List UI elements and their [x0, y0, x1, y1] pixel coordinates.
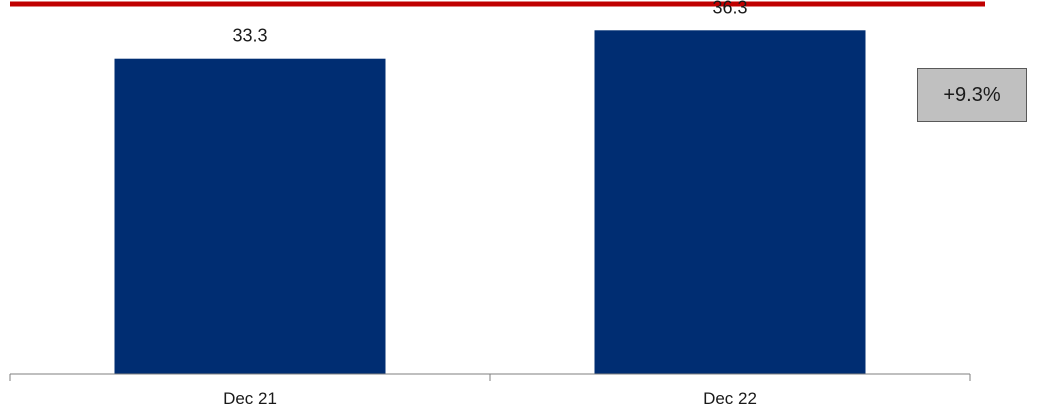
x-tick-label: Dec 22: [703, 389, 757, 408]
bars-group: [114, 30, 866, 374]
x-tick-label: Dec 21: [223, 389, 277, 408]
x-axis-ticks-group: Dec 21 Dec 22: [9, 374, 971, 408]
data-label: 33.3: [232, 26, 267, 46]
bar: [114, 58, 386, 374]
change-label: +9.3%: [943, 83, 1001, 106]
data-label: 36.3: [712, 0, 747, 17]
bar: [594, 30, 866, 374]
data-labels-group: 33.3 36.3: [232, 0, 747, 46]
change-annotation-box: +9.3%: [917, 68, 1027, 122]
